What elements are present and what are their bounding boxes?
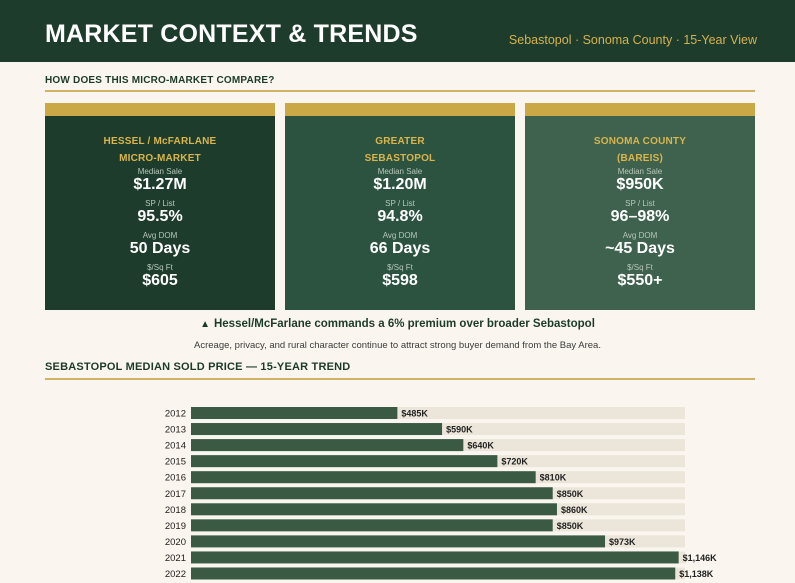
year-label: 2018 [165, 505, 186, 516]
card-accent-bar [45, 103, 275, 116]
premium-text: Hessel/McFarlane commands a 6% premium o… [213, 318, 595, 330]
card-accent-bar [285, 103, 515, 116]
bar-value-label: $640K [467, 441, 494, 451]
year-label: 2015 [165, 457, 186, 468]
triangle-up-icon: ▲ [200, 319, 210, 330]
metric-value-sqft: $598 [382, 272, 418, 289]
price-bar [191, 471, 536, 484]
card-name-line2: MICRO-MARKET [119, 153, 201, 164]
page-subtitle: Sebastopol · Sonoma County · 15-Year Vie… [508, 33, 757, 47]
year-label: 2013 [165, 425, 186, 436]
card-body: HESSEL / McFARLANE MICRO-MARKET Median S… [45, 116, 275, 310]
section-divider [45, 90, 755, 92]
bar-value-label: $1,138K [679, 569, 714, 579]
premium-callout: ▲ Hessel/McFarlane commands a 6% premium … [0, 318, 795, 330]
year-label: 2016 [165, 473, 186, 484]
metric-value-median: $1.20M [373, 176, 427, 193]
card-body: SONOMA COUNTY (BAREIS) Median Sale $950K… [525, 116, 755, 310]
card-sonoma-county: SONOMA COUNTY (BAREIS) Median Sale $950K… [525, 103, 755, 310]
price-bar [191, 439, 464, 452]
metric-value-median: $1.27M [133, 176, 187, 193]
metric-value-sqft: $550+ [617, 272, 663, 289]
metric-label-sp-list: SP / List [625, 199, 655, 208]
year-label: 2022 [165, 569, 186, 580]
metric-label-dom: Avg DOM [142, 231, 178, 240]
compare-heading: HOW DOES THIS MICRO-MARKET COMPARE? [45, 75, 275, 86]
year-label: 2019 [165, 521, 186, 532]
metric-value-sp-list: 95.5% [137, 208, 183, 225]
card-name-line2: (BAREIS) [616, 153, 664, 164]
metric-label-sqft: $/Sq Ft [627, 263, 653, 272]
year-label: 2014 [165, 441, 186, 452]
metric-value-sqft: $605 [142, 272, 178, 289]
metric-value-dom: 50 Days [129, 240, 191, 257]
card-name-line1: GREATER [375, 136, 425, 147]
bar-value-label: $973K [609, 537, 636, 547]
card-name-line1: SONOMA COUNTY [593, 136, 687, 147]
metric-value-dom: 66 Days [369, 240, 431, 257]
bar-value-label: $485K [401, 409, 428, 419]
bar-value-label: $720K [501, 457, 528, 467]
card-name-line2: SEBASTOPOL [364, 153, 436, 164]
metric-label-dom: Avg DOM [622, 231, 658, 240]
price-bar [191, 567, 676, 580]
metric-label-sp-list: SP / List [145, 199, 175, 208]
card-name-line1: HESSEL / McFARLANE [103, 136, 217, 147]
metric-label-dom: Avg DOM [382, 231, 418, 240]
price-bar [191, 423, 443, 436]
card-greater-sebastopol: GREATER SEBASTOPOL Median Sale $1.20M SP… [285, 103, 515, 310]
median-price-bar-chart: 2012 $485K 2013 $590K 2014 $640K 2015 $720K 2016… [165, 407, 718, 580]
price-bar [191, 535, 606, 548]
price-bar [191, 407, 398, 419]
metric-label-sqft: $/Sq Ft [147, 263, 173, 272]
year-label: 2021 [165, 553, 186, 564]
bar-value-label: $590K [446, 425, 473, 435]
price-bar [191, 551, 679, 564]
year-label: 2012 [165, 409, 186, 420]
card-body: GREATER SEBASTOPOL Median Sale $1.20M SP… [285, 116, 515, 310]
price-bar [191, 503, 557, 516]
metric-label-median: Median Sale [137, 167, 183, 176]
metric-label-sqft: $/Sq Ft [387, 263, 413, 272]
card-hessel-mcfarlane: HESSEL / McFARLANE MICRO-MARKET Median S… [45, 103, 275, 310]
bar-value-label: $810K [540, 473, 567, 483]
metric-label-median: Median Sale [617, 167, 663, 176]
price-bar [191, 487, 553, 500]
page-header: MARKET CONTEXT & TRENDS Sebastopol · Son… [0, 0, 795, 62]
metric-label-median: Median Sale [377, 167, 423, 176]
chart-title: SEBASTOPOL MEDIAN SOLD PRICE — 15-YEAR T… [45, 361, 351, 373]
price-bar [191, 519, 553, 532]
bar-value-label: $850K [557, 521, 584, 531]
year-label: 2017 [165, 489, 186, 500]
metric-value-dom: ~45 Days [605, 240, 675, 257]
price-bar [191, 455, 498, 468]
bar-value-label: $860K [561, 505, 588, 515]
year-label: 2020 [165, 537, 186, 548]
page-title: MARKET CONTEXT & TRENDS [45, 20, 418, 48]
chart-divider [45, 378, 755, 380]
card-accent-bar [525, 103, 755, 116]
metric-value-median: $950K [616, 176, 664, 193]
metric-value-sp-list: 96–98% [610, 208, 670, 225]
premium-note: Acreage, privacy, and rural character co… [194, 340, 601, 351]
bar-value-label: $850K [557, 489, 584, 499]
metric-label-sp-list: SP / List [385, 199, 415, 208]
bar-value-label: $1,146K [683, 553, 718, 563]
metric-value-sp-list: 94.8% [377, 208, 423, 225]
